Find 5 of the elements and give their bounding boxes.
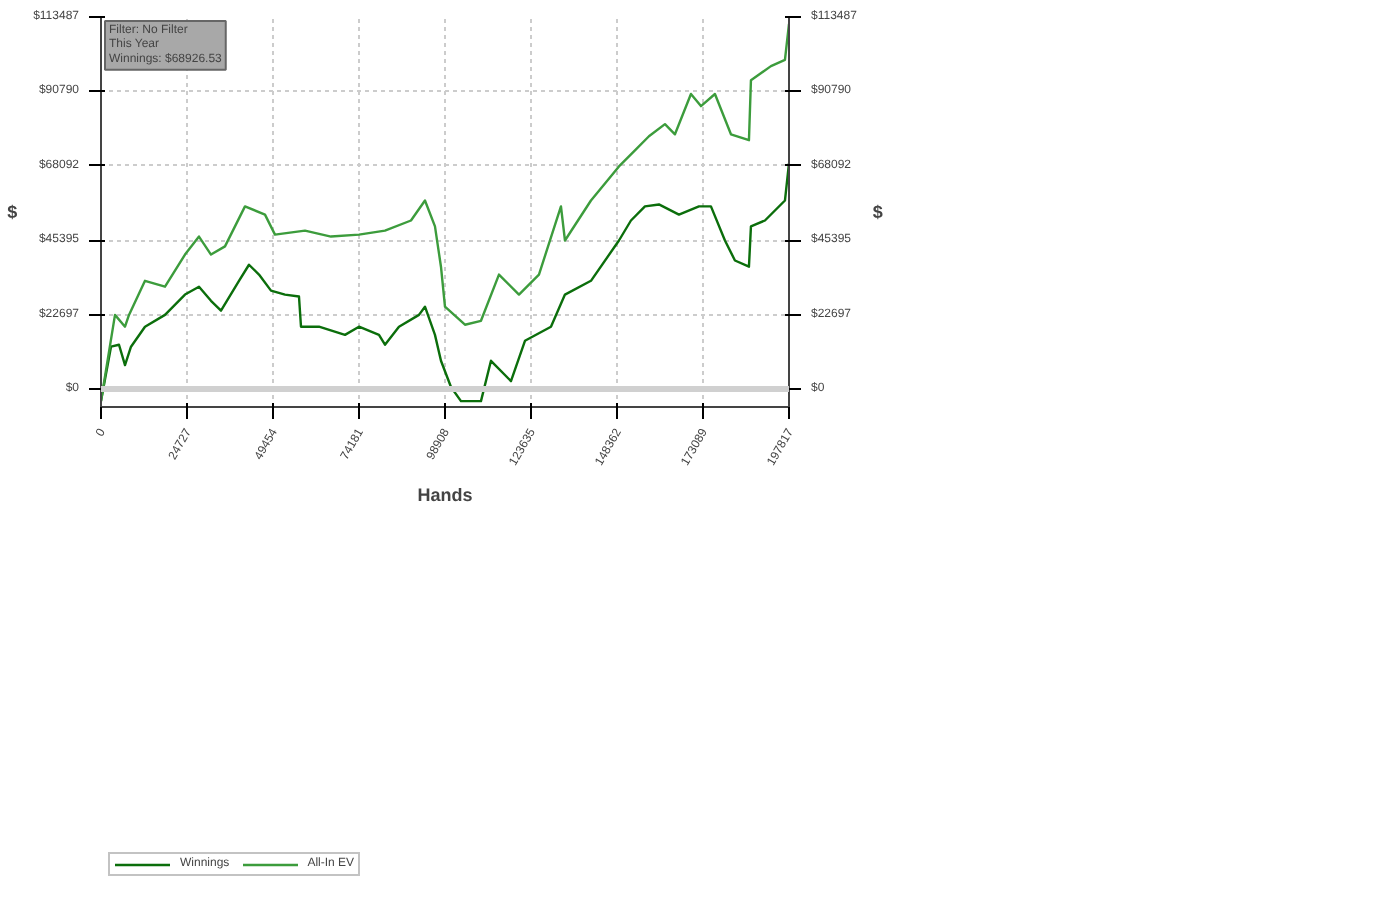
x-axis-title: Hands [417,484,473,505]
y2-axis-title: $ [872,202,883,222]
line-series [101,161,789,403]
line-series [101,22,789,403]
y-axis-title: $ [7,202,18,222]
